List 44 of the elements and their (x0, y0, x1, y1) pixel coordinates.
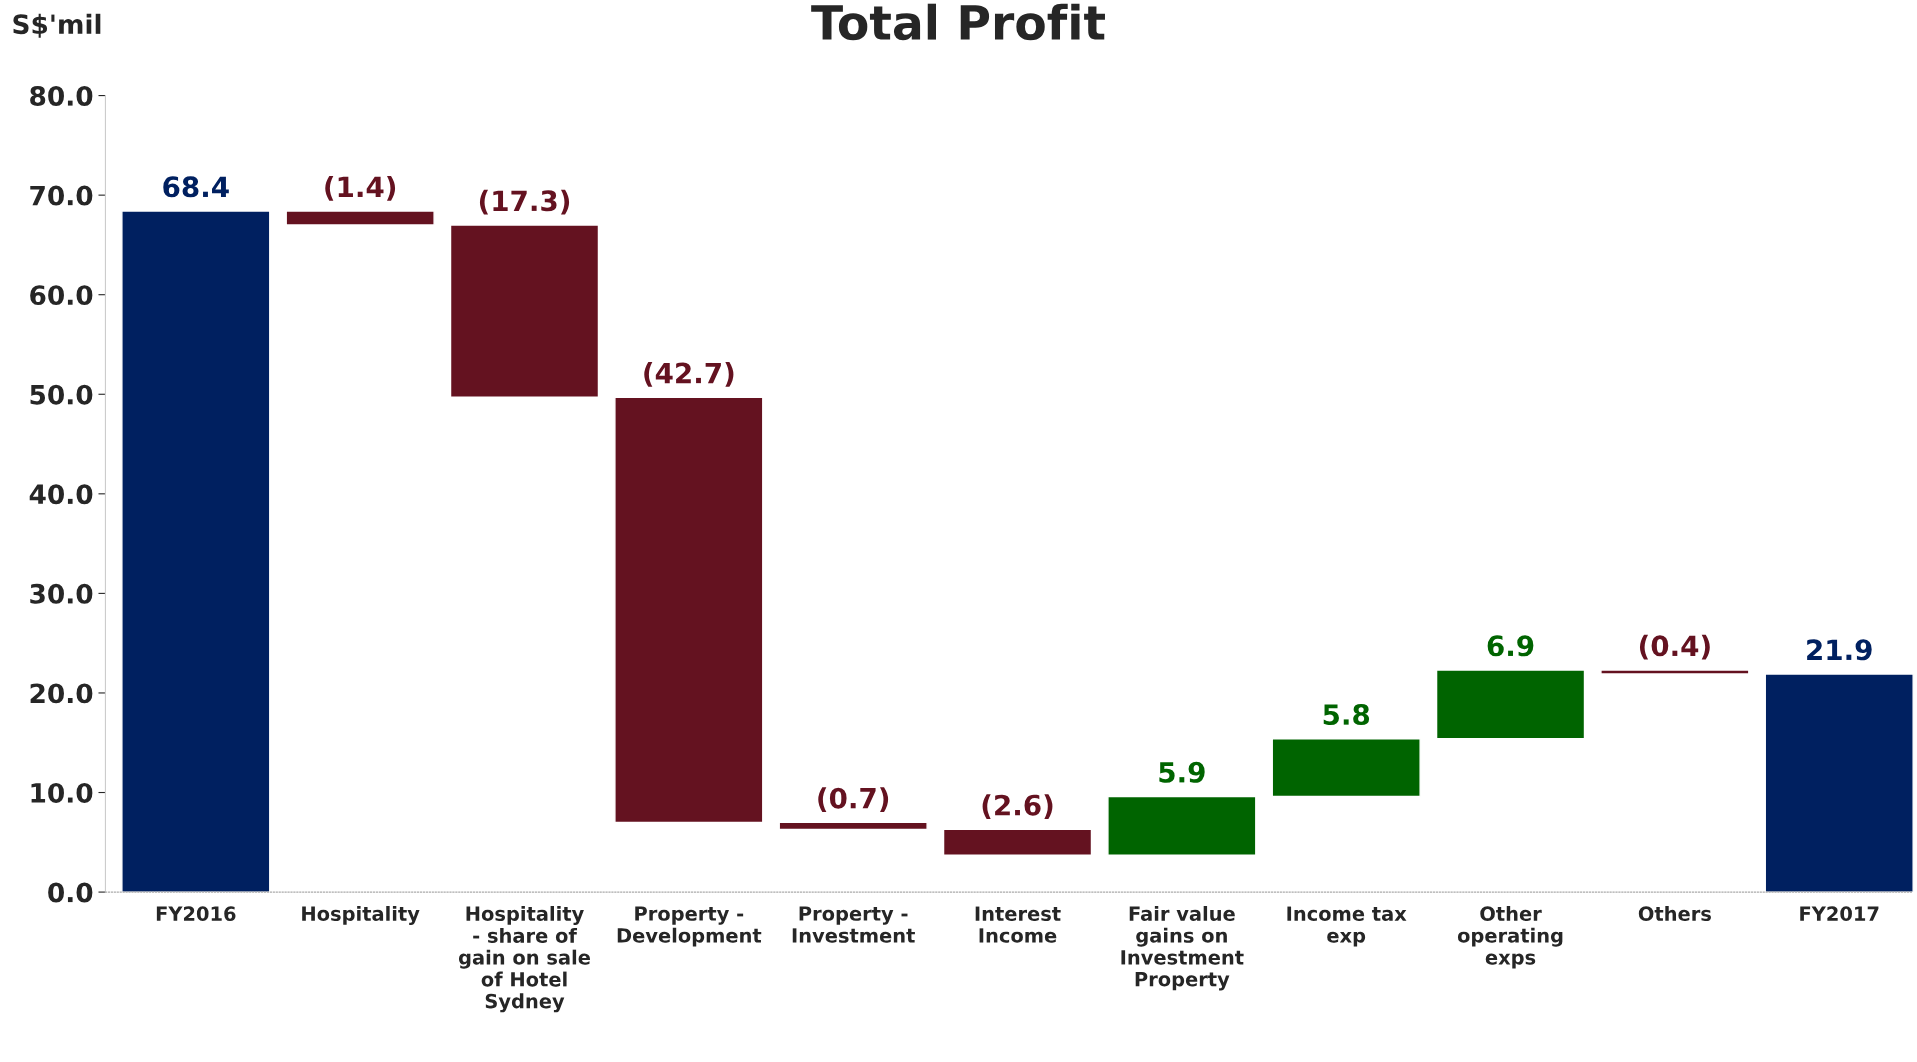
bar (449, 224, 600, 398)
y-tick-label: 50.0 (30, 384, 93, 405)
data-label: (1.4) (325, 175, 396, 201)
y-tick-label: 80.0 (30, 86, 93, 106)
bar (1764, 673, 1914, 893)
x-tick-label: Property - Investment (792, 906, 915, 943)
y-tick-label: 20.0 (30, 683, 93, 704)
x-tick-label: Interest Income (975, 906, 1061, 943)
bar (614, 396, 764, 824)
data-label: 6.9 (1487, 635, 1534, 657)
bar (1271, 738, 1421, 798)
y-tick-label: 30.0 (30, 583, 93, 604)
bar (942, 828, 1093, 856)
x-tick-label: FY2016 (156, 906, 236, 922)
bar (121, 210, 271, 893)
data-label: 5.8 (1323, 704, 1370, 726)
y-tick-label: 40.0 (29, 484, 93, 505)
data-label: 5.9 (1159, 761, 1205, 783)
y-tick-label: 0.0 (48, 882, 93, 903)
data-label: (42.7) (644, 362, 734, 387)
data-label: (0.7) (818, 787, 889, 812)
data-label: (0.4) (1639, 634, 1710, 660)
y-tick-label: 70.0 (30, 185, 93, 206)
bar (778, 821, 928, 831)
y-tick-label: 60.0 (30, 285, 93, 306)
y-axis-title: S$'mil (13, 13, 101, 38)
x-tick-label: Other operating exps (1457, 905, 1563, 969)
x-tick-label: FY2017 (1800, 906, 1879, 922)
x-tick-label: Income tax exp (1287, 906, 1407, 947)
x-tick-label: Others (1638, 905, 1711, 922)
x-tick-label: Fair value gains on Investment Property (1121, 905, 1244, 991)
x-tick-label: Property - Development (617, 906, 762, 947)
bar (1107, 795, 1257, 856)
x-tick-label: Hospitality (302, 905, 420, 925)
data-label: (17.3) (479, 189, 570, 215)
x-tick-label: Hospitality - share of gain on sale of Hotel Sydney (458, 905, 590, 1013)
data-label: 68.4 (163, 176, 229, 198)
y-tick-label: 10.0 (31, 782, 93, 803)
data-label: 21.9 (1807, 639, 1872, 661)
bar (1600, 669, 1750, 675)
bar (1435, 669, 1586, 740)
chart-title: Total Profit (811, 3, 1105, 41)
bar (285, 210, 435, 226)
data-label: (2.6) (982, 794, 1053, 819)
